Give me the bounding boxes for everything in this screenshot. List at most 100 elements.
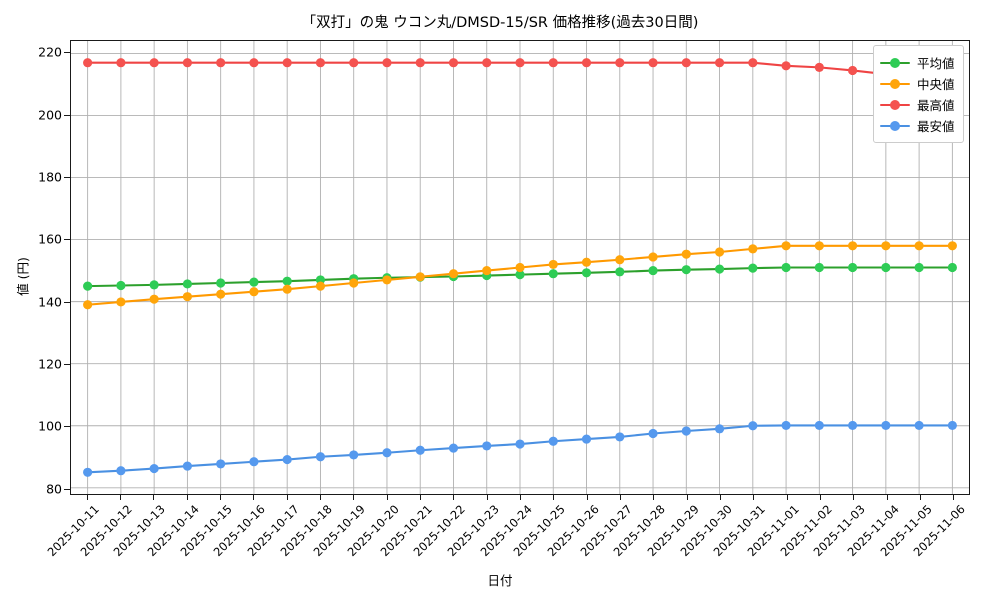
data-point-marker xyxy=(848,241,858,251)
data-point-marker xyxy=(748,421,758,431)
legend-swatch-icon xyxy=(880,77,910,91)
data-point-marker xyxy=(615,58,625,68)
data-point-marker xyxy=(315,281,326,291)
series-lines xyxy=(83,58,957,477)
x-axis-tick-mark xyxy=(586,495,588,500)
y-axis-tick-labels: 80 100 120 140 160 180 200 220 xyxy=(0,40,62,496)
data-point-marker xyxy=(581,58,592,68)
x-axis-tick-mark xyxy=(220,495,221,500)
data-point-marker xyxy=(315,58,326,68)
data-point-marker xyxy=(881,241,891,251)
x-axis-tick-mark xyxy=(853,495,855,500)
data-point-marker xyxy=(548,259,558,269)
data-point-marker xyxy=(714,58,725,68)
legend-item[interactable]: 最高値 xyxy=(880,94,955,115)
data-point-marker xyxy=(848,262,858,273)
data-point-marker xyxy=(249,287,259,297)
data-point-marker xyxy=(615,267,625,277)
legend-label: 中央値 xyxy=(917,77,955,92)
data-point-marker xyxy=(282,284,292,294)
x-axis-tick-mark xyxy=(120,495,121,500)
data-point-marker xyxy=(681,265,691,275)
data-point-marker xyxy=(515,270,525,280)
data-point-marker xyxy=(349,450,359,460)
data-point-marker xyxy=(116,466,126,476)
data-point-marker xyxy=(382,448,392,458)
legend-swatch-icon xyxy=(880,98,910,112)
x-axis-tick-mark xyxy=(320,495,321,500)
x-axis-tick-mark xyxy=(720,495,721,500)
data-point-marker xyxy=(83,58,93,68)
x-axis-tick-mark xyxy=(886,495,888,500)
data-point-marker xyxy=(781,262,791,273)
data-point-marker xyxy=(548,436,558,446)
legend-swatch-icon xyxy=(880,56,910,70)
data-point-marker xyxy=(781,241,791,251)
data-point-marker xyxy=(615,432,625,442)
data-point-marker xyxy=(249,457,259,467)
data-point-marker xyxy=(249,277,259,287)
y-axis-tick-marks xyxy=(0,40,70,495)
data-point-marker xyxy=(149,294,159,304)
data-point-marker xyxy=(914,262,924,273)
data-point-marker xyxy=(482,58,492,68)
y-axis-tick-mark xyxy=(64,364,70,366)
data-point-marker xyxy=(748,263,758,273)
chart-legend: 平均値中央値最高値最安値 xyxy=(873,45,964,143)
data-point-marker xyxy=(216,278,226,288)
data-point-marker xyxy=(581,257,592,267)
x-axis-tick-mark xyxy=(520,495,521,500)
x-axis-tick-mark xyxy=(253,495,255,500)
data-point-marker xyxy=(581,268,592,278)
data-point-marker xyxy=(116,58,126,68)
x-axis-tick-mark xyxy=(286,495,288,500)
data-point-marker xyxy=(814,262,824,273)
data-point-marker xyxy=(848,420,858,431)
data-point-marker xyxy=(515,439,525,449)
legend-item[interactable]: 中央値 xyxy=(880,73,955,94)
data-point-marker xyxy=(216,289,226,299)
data-point-marker xyxy=(714,424,725,434)
data-point-marker xyxy=(714,247,725,257)
data-point-marker xyxy=(448,269,459,279)
plot-area xyxy=(70,40,970,495)
x-axis-tick-mark xyxy=(786,495,788,500)
legend-swatch-icon xyxy=(880,119,910,133)
data-point-marker xyxy=(149,280,159,290)
data-point-marker xyxy=(648,58,658,68)
data-point-marker xyxy=(515,262,525,273)
x-axis-tick-mark xyxy=(353,495,355,500)
data-point-marker xyxy=(947,420,957,431)
y-axis-tick-label: 100 xyxy=(38,418,62,434)
data-point-marker xyxy=(947,241,957,251)
data-point-marker xyxy=(681,58,691,68)
legend-label: 最安値 xyxy=(917,119,955,134)
data-point-marker xyxy=(382,58,392,68)
x-axis-label: 日付 xyxy=(487,573,513,588)
data-point-marker xyxy=(349,278,359,288)
data-point-marker xyxy=(914,241,924,251)
data-point-marker xyxy=(149,58,159,68)
data-point-marker xyxy=(814,241,824,251)
y-axis-tick-mark xyxy=(64,177,70,179)
legend-marker-dot xyxy=(890,120,900,131)
data-point-marker xyxy=(548,269,558,279)
data-point-marker xyxy=(415,272,425,282)
data-point-marker xyxy=(448,443,459,453)
legend-item[interactable]: 平均値 xyxy=(880,52,955,73)
x-axis-tick-mark xyxy=(753,495,755,500)
y-axis-tick-label: 120 xyxy=(38,356,62,372)
data-point-marker xyxy=(714,264,725,274)
y-axis-tick-label: 200 xyxy=(38,107,62,123)
data-point-marker xyxy=(182,292,192,302)
x-axis-tick-mark xyxy=(186,495,188,500)
data-point-marker xyxy=(515,58,525,68)
data-point-marker xyxy=(83,281,93,291)
data-point-marker xyxy=(249,58,259,68)
data-point-marker xyxy=(282,58,292,68)
data-point-marker xyxy=(681,426,691,436)
data-point-marker xyxy=(116,280,126,291)
data-point-marker xyxy=(116,297,126,307)
legend-item[interactable]: 最安値 xyxy=(880,115,955,136)
